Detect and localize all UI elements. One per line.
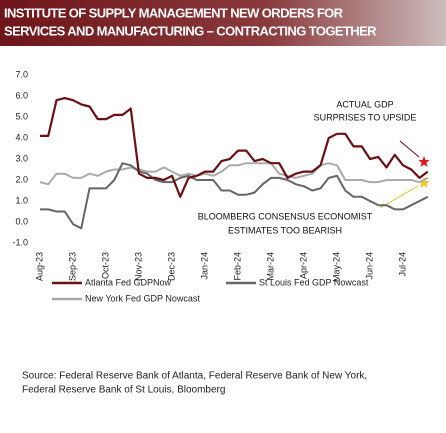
x-tick-label: Dec-23: [166, 252, 176, 281]
source-note: Federal Reserve Bank of St Louis, Bloomb…: [22, 385, 225, 396]
y-tick-label: -1.0: [12, 237, 28, 247]
annotation-arrow: [399, 140, 420, 158]
x-tick-label: Jan-24: [199, 252, 209, 280]
legend-label: New York Fed GDP Nowcast: [85, 293, 200, 303]
x-tick-label: Feb-24: [232, 252, 242, 281]
y-tick-label: 3.0: [15, 153, 28, 163]
annotation: ACTUAL GDP: [336, 99, 393, 109]
x-tick-label: Sep-23: [67, 252, 77, 281]
x-tick-label: Jul-24: [397, 252, 407, 277]
y-tick-label: 6.0: [15, 90, 28, 100]
legend-label: St Louis Fed GDP Nowcast: [259, 277, 369, 287]
data-line: [40, 97, 429, 198]
x-tick-label: Mar-24: [265, 252, 275, 281]
annotation: ESTIMATES TOO BEARISH: [228, 225, 342, 235]
annotation: BLOOMBERG CONSENSUS ECONOMIST: [198, 211, 373, 221]
star-marker: [418, 156, 430, 167]
data-line: [40, 162, 429, 230]
x-tick-label: Apr-24: [298, 252, 308, 279]
source-note: Source: Federal Reserve Bank of Atlanta,…: [22, 371, 367, 382]
legend-label: Atlanta Fed GDPNow: [85, 277, 172, 287]
data-line: [39, 162, 429, 186]
chart-title: SERVICES AND MANUFACTURING – CONTRACTING…: [4, 23, 377, 38]
star-marker: [418, 177, 430, 188]
x-tick-label: Aug-23: [34, 252, 44, 281]
x-tick-label: Jun-24: [364, 252, 374, 280]
y-tick-label: 0.0: [15, 216, 28, 226]
y-tick-label: 5.0: [15, 111, 28, 121]
chart-title: INSTITUTE OF SUPPLY MANAGEMENT NEW ORDER…: [4, 5, 344, 20]
x-tick-label: Oct-23: [100, 252, 110, 279]
y-tick-label: 1.0: [15, 195, 28, 205]
x-tick-label: May-24: [331, 252, 341, 282]
y-tick-label: 2.0: [15, 174, 28, 184]
y-tick-label: 7.0: [15, 69, 28, 79]
y-tick-label: 4.0: [15, 132, 28, 142]
x-tick-label: Nov-23: [133, 252, 143, 281]
annotation: SURPRISES TO UPSIDE: [314, 112, 417, 122]
title-banner: [0, 0, 446, 46]
